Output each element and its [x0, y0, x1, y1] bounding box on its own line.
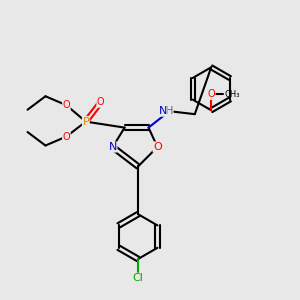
Text: O: O — [63, 132, 70, 142]
Text: O: O — [63, 100, 70, 110]
Text: O: O — [207, 89, 215, 100]
Text: H: H — [166, 106, 173, 116]
Text: N: N — [159, 106, 167, 116]
Text: P: P — [82, 117, 89, 127]
Text: O: O — [97, 97, 104, 107]
Text: N: N — [109, 142, 117, 152]
Text: Cl: Cl — [133, 273, 143, 284]
Text: O: O — [153, 142, 162, 152]
Text: CH₃: CH₃ — [225, 90, 240, 99]
